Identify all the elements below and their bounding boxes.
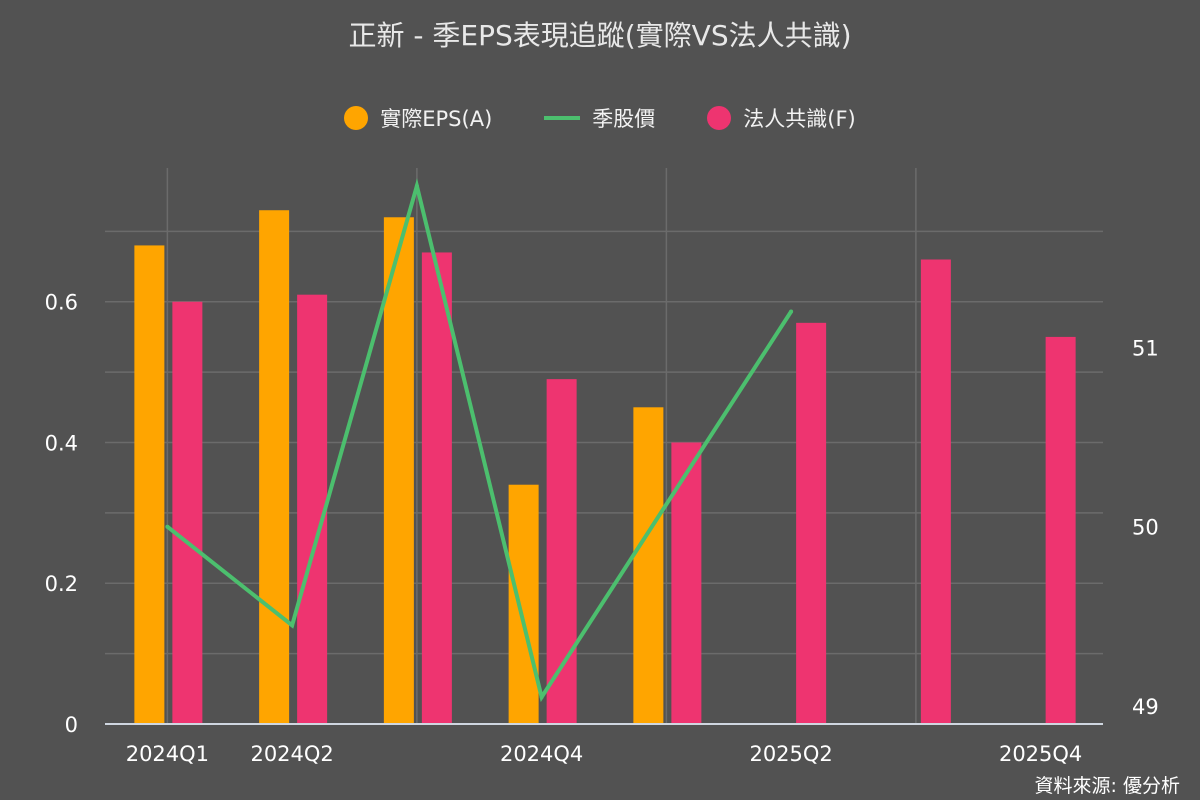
bar-consensus: [920, 259, 951, 724]
point-stock-price: [290, 623, 295, 628]
x-tick-label: 2024Q1: [126, 742, 209, 766]
point-stock-price: [539, 695, 544, 700]
x-tick-label: 2025Q2: [749, 742, 832, 766]
x-tick-label: 2024Q4: [500, 742, 583, 766]
bar-consensus: [796, 322, 827, 724]
chart-legend: 實際EPS(A) 季股價 法人共識(F): [0, 100, 1200, 136]
legend-dot-icon: [344, 106, 369, 130]
bar-consensus: [297, 294, 328, 724]
legend-label-consensus: 法人共識(F): [743, 107, 856, 131]
point-stock-price: [165, 524, 170, 529]
y-left-tick-label: 0: [65, 713, 78, 737]
y-left-tick-label: 0.2: [45, 572, 78, 596]
point-stock-price: [414, 183, 419, 188]
y-left-tick-label: 0.4: [45, 431, 78, 455]
bar-consensus: [421, 252, 452, 725]
bar-actual-eps: [633, 407, 664, 724]
legend-label-stock-price: 季股價: [592, 107, 656, 131]
bar-consensus: [172, 301, 203, 724]
bar-actual-eps: [134, 245, 165, 724]
x-tick-label: 2024Q2: [250, 742, 333, 766]
bar-consensus: [1045, 336, 1076, 724]
bar-actual-eps: [383, 217, 414, 725]
legend-item-stock-price[interactable]: 季股價: [544, 103, 655, 133]
legend-line-icon: [544, 116, 581, 120]
bar-consensus: [546, 379, 577, 724]
bar-actual-eps: [508, 484, 539, 724]
y-right-tick-label: 49: [1132, 695, 1159, 719]
legend-item-actual-eps[interactable]: 實際EPS(A): [344, 103, 492, 133]
legend-dot-icon: [707, 106, 732, 130]
y-right-tick-label: 51: [1132, 336, 1159, 360]
chart-title: 正新 - 季EPS表現追蹤(實際VS法人共識): [348, 19, 852, 52]
legend-label-actual-eps: 實際EPS(A): [380, 107, 493, 131]
point-stock-price: [789, 309, 794, 314]
source-credit: 資料來源: 優分析: [1034, 775, 1180, 797]
y-right-tick-label: 50: [1132, 516, 1159, 540]
y-left-tick-label: 0.6: [45, 291, 78, 315]
bar-consensus: [671, 442, 702, 724]
legend-item-consensus[interactable]: 法人共識(F): [707, 103, 856, 133]
bar-actual-eps: [259, 210, 290, 724]
x-tick-label: 2025Q4: [999, 742, 1082, 766]
